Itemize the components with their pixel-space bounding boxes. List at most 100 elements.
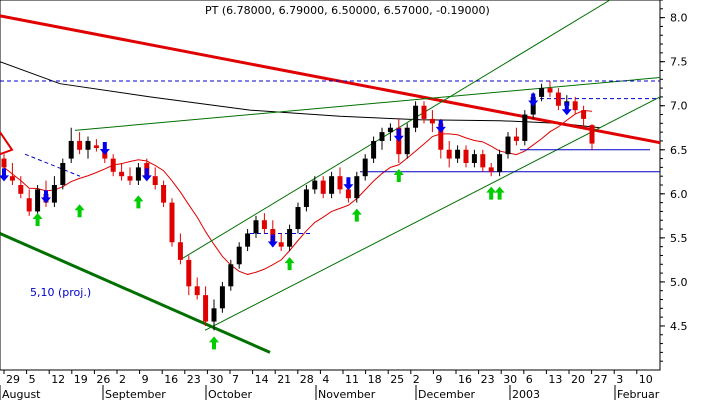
signal-arrows	[0, 93, 572, 350]
candle-down	[446, 149, 452, 159]
y-tick-label: 4.5	[670, 320, 688, 333]
x-tick-label: 14	[255, 373, 269, 386]
x-tick-label: 2	[413, 373, 420, 386]
month-label: Februar	[617, 388, 660, 400]
candle-down	[589, 125, 595, 144]
candle-up	[287, 229, 293, 247]
month-label: September	[105, 388, 166, 400]
month-label: 2003	[512, 388, 540, 400]
x-tick-label: 4	[322, 373, 329, 386]
candle-up	[497, 154, 503, 172]
candle-down	[194, 286, 200, 296]
candle-down	[463, 149, 469, 163]
sell-arrow	[141, 168, 152, 182]
month-label: August	[2, 388, 41, 400]
resistance-trendline	[0, 14, 661, 145]
x-tick-label: 23	[481, 373, 495, 386]
x-tick-label: 7	[232, 373, 239, 386]
candle-down	[421, 105, 427, 119]
x-tick-label: 16	[458, 373, 472, 386]
month-label: October	[208, 388, 252, 400]
y-tick-label: 7.5	[670, 56, 688, 69]
short-moving-average	[3, 110, 593, 275]
x-tick-label: 19	[74, 373, 88, 386]
candle-up	[245, 233, 251, 247]
long-moving-average	[0, 61, 601, 129]
candle-down	[152, 176, 158, 185]
candle-up	[51, 185, 57, 203]
candle-up	[362, 158, 368, 177]
overlay-lines	[0, 0, 661, 354]
channel-upper-line	[179, 0, 611, 261]
sell-arrow	[393, 128, 404, 142]
x-tick-label: 29	[6, 373, 20, 386]
x-tick-label: 20	[571, 373, 585, 386]
candle-up	[253, 220, 259, 234]
buy-arrow	[133, 195, 144, 209]
buy-arrow	[351, 208, 362, 222]
sell-arrow	[267, 234, 278, 248]
candle-down	[26, 198, 32, 212]
candle-down	[278, 242, 284, 247]
candle-down	[513, 136, 519, 141]
y-tick-label: 6.0	[670, 188, 688, 201]
candle-down	[438, 123, 444, 150]
month-label: December	[418, 388, 476, 400]
y-tick-label: 5.0	[670, 276, 688, 289]
candle-down	[93, 145, 99, 148]
sell-arrow	[99, 141, 110, 155]
sell-arrow	[435, 119, 446, 133]
x-tick-label: 23	[187, 373, 201, 386]
candle-up	[135, 167, 141, 181]
x-tick-label: 27	[594, 373, 608, 386]
candle-up	[68, 140, 74, 159]
candle-down	[9, 176, 15, 181]
candle-up	[303, 189, 309, 208]
y-axis: 4.5 5.0 5.5 6.0 6.5 7.0 7.5 8.0	[660, 0, 688, 362]
candle-up	[35, 189, 41, 212]
candle-up	[522, 114, 528, 141]
x-tick-label: 2	[119, 373, 126, 386]
x-tick-label: 30	[209, 373, 223, 386]
candle-up	[295, 207, 301, 230]
buy-arrow	[74, 204, 85, 218]
y-tick-label: 5.5	[670, 232, 688, 245]
y-tick-label: 7.0	[670, 100, 688, 113]
x-tick-label: 30	[503, 373, 517, 386]
candle-down	[345, 189, 351, 199]
left-marker	[0, 131, 14, 156]
x-tick-label: 21	[277, 373, 291, 386]
candle-down	[429, 118, 435, 124]
x-tick-label: 9	[142, 373, 149, 386]
y-tick-label: 6.5	[670, 144, 688, 157]
candle-down	[480, 154, 486, 168]
buy-arrow	[209, 336, 219, 350]
x-tick-label: 25	[390, 373, 404, 386]
sell-arrow	[0, 168, 9, 182]
candle-up	[387, 127, 393, 133]
candle-up	[505, 136, 511, 155]
x-tick-label: 26	[96, 373, 110, 386]
projected-support-line	[0, 232, 271, 354]
candle-up	[379, 132, 385, 141]
x-tick-label: 10	[639, 373, 653, 386]
candle-down	[581, 110, 587, 119]
candle-down	[488, 167, 494, 172]
buy-arrow	[32, 213, 43, 227]
candle-up	[354, 176, 360, 199]
sell-arrow	[343, 177, 354, 191]
candle-up	[404, 127, 410, 155]
buy-arrow	[486, 186, 497, 200]
buy-arrow	[393, 168, 404, 182]
x-tick-label: 11	[345, 373, 359, 386]
candle-up	[228, 264, 234, 287]
x-tick-label: 9	[435, 373, 442, 386]
candle-up	[455, 149, 461, 159]
x-tick-label: 13	[548, 373, 562, 386]
buy-arrow	[284, 257, 295, 271]
candle-down	[203, 295, 209, 322]
candle-down	[161, 185, 167, 203]
candle-down	[320, 180, 326, 194]
buy-arrow	[494, 186, 505, 200]
